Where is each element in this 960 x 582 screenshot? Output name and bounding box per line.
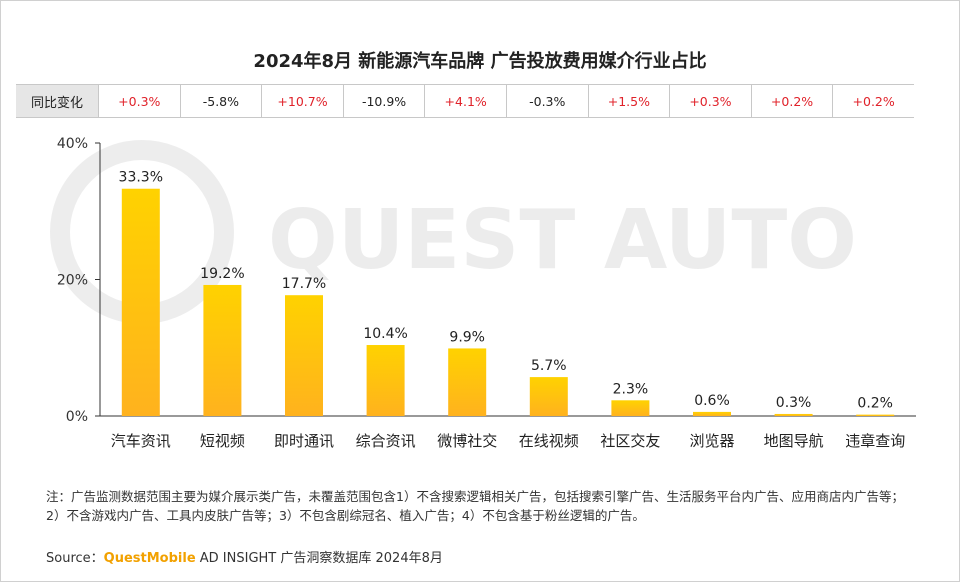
bar bbox=[856, 414, 895, 416]
bars bbox=[121, 188, 895, 416]
source-brand: QuestMobile bbox=[103, 551, 196, 566]
watermark-text: QUEST AUTO bbox=[268, 193, 857, 288]
bar-value-label: 17.7% bbox=[282, 276, 326, 292]
x-tick-label: 综合资讯 bbox=[356, 432, 416, 450]
bar bbox=[693, 411, 731, 416]
bar bbox=[285, 295, 323, 416]
source-line: Source：QuestMobile AD INSIGHT 广告洞察数据库 20… bbox=[46, 547, 443, 566]
x-tick-label: 浏览器 bbox=[689, 432, 734, 450]
x-tick-label: 汽车资讯 bbox=[111, 432, 171, 450]
bar-value-label: 0.2% bbox=[857, 396, 893, 412]
yoy-cell: +4.1% bbox=[424, 85, 506, 117]
chart-title: 2024年8月 新能源汽车品牌 广告投放费用媒介行业占比 bbox=[253, 51, 707, 72]
x-tick-label: 在线视频 bbox=[519, 432, 579, 450]
x-tick-label: 社区交友 bbox=[600, 432, 660, 450]
bar-value-label: 33.3% bbox=[119, 170, 163, 186]
x-tick-label: 即时通讯 bbox=[274, 432, 334, 450]
yoy-cell: +0.3% bbox=[669, 85, 751, 117]
yoy-cell: +0.3% bbox=[98, 85, 180, 117]
bar-value-label: 10.4% bbox=[363, 326, 407, 342]
labels: 33.3% 汽车资讯 19.2% 短视频 17.7% 即时通讯 10.4% 综合资讯 9.9% 微… bbox=[111, 170, 905, 450]
bar-value-label: 0.3% bbox=[776, 395, 812, 411]
bar-value-label: 0.6% bbox=[694, 393, 730, 409]
x-tick-label: 短视频 bbox=[200, 432, 245, 450]
bar-chart: QUEST AUTO 0% 20% 40% 33.3% 汽车资讯 19.2% 短视频 17.… bbox=[50, 136, 916, 450]
bar bbox=[611, 400, 650, 416]
bar-value-label: 5.7% bbox=[531, 358, 567, 374]
y-tick-label: 0% bbox=[66, 409, 88, 425]
yoy-cell: +0.2% bbox=[832, 85, 914, 117]
yoy-cell: -10.9% bbox=[342, 85, 425, 117]
bar bbox=[121, 188, 160, 416]
bar bbox=[448, 348, 487, 416]
source-prefix: Source： bbox=[46, 551, 104, 566]
y-tick-label: 40% bbox=[57, 136, 88, 152]
yoy-cell: +0.2% bbox=[750, 85, 833, 117]
yoy-cell: +1.5% bbox=[587, 85, 670, 117]
watermark: QUEST AUTO bbox=[50, 140, 857, 324]
yoy-change-row: 同比变化 +0.3% -5.8% +10.7% -10.9% +4.1% -0.… bbox=[16, 84, 914, 118]
bar-value-label: 19.2% bbox=[200, 266, 244, 282]
x-tick-label: 地图导航 bbox=[764, 432, 824, 450]
bar bbox=[774, 413, 813, 416]
bar-value-label: 2.3% bbox=[613, 381, 649, 397]
bar bbox=[203, 284, 242, 416]
y-tick-label: 20% bbox=[57, 273, 88, 289]
footnote: 注：广告监测数据范围主要为媒介展示类广告，未覆盖范围包含1）不含搜索逻辑相关广告… bbox=[46, 489, 904, 523]
source-rest: AD INSIGHT 广告洞察数据库 2024年8月 bbox=[195, 551, 443, 566]
yoy-label: 同比变化 bbox=[16, 85, 98, 117]
bar bbox=[529, 377, 568, 416]
x-tick-label: 微博社交 bbox=[437, 432, 497, 450]
bar-value-label: 9.9% bbox=[449, 329, 485, 345]
x-tick-label: 违章查询 bbox=[845, 432, 905, 450]
yoy-cell: -5.8% bbox=[179, 85, 262, 117]
yoy-cell: +10.7% bbox=[261, 85, 343, 117]
bar bbox=[366, 345, 405, 416]
yoy-cell: -0.3% bbox=[505, 85, 588, 117]
